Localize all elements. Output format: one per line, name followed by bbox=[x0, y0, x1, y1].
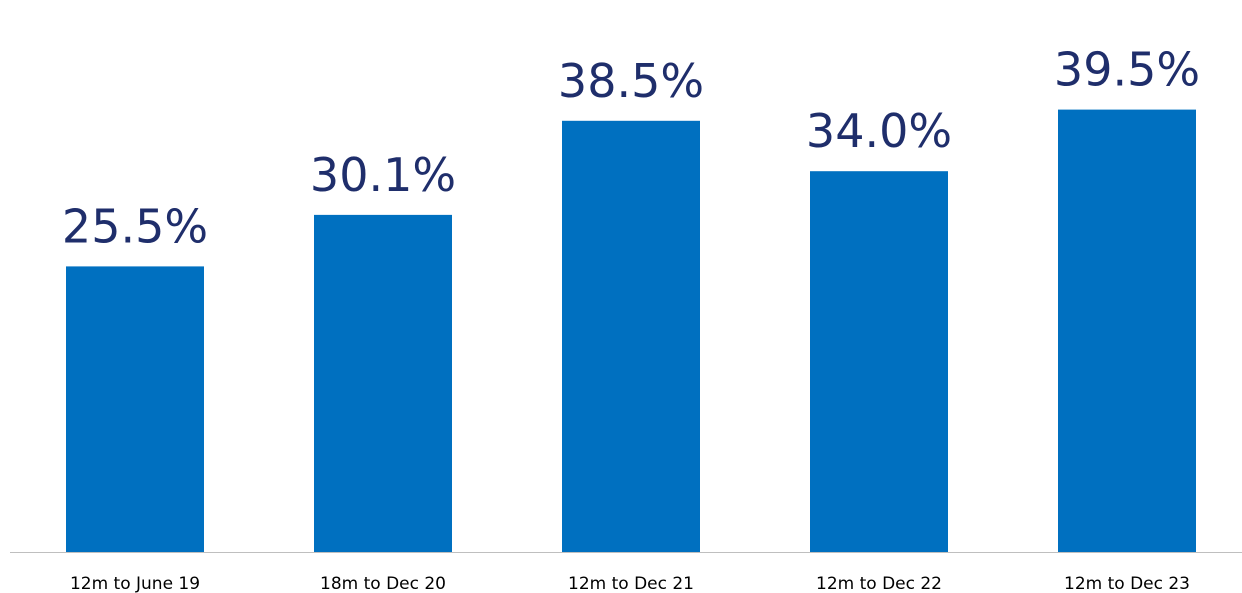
data-label: 38.5% bbox=[558, 54, 704, 108]
data-label: 25.5% bbox=[62, 199, 208, 253]
data-label: 30.1% bbox=[310, 148, 456, 202]
bar bbox=[1058, 109, 1196, 552]
bar bbox=[314, 214, 452, 552]
x-tick-label: 12m to Dec 23 bbox=[1064, 574, 1190, 593]
bar-series bbox=[66, 109, 1196, 553]
data-label: 39.5% bbox=[1054, 43, 1200, 97]
x-tick-label: 18m to Dec 20 bbox=[320, 574, 446, 593]
data-labels: 25.5% 30.1% 38.5% 34.0% 39.5% bbox=[62, 43, 1200, 254]
category-labels: 12m to June 19 18m to Dec 20 12m to Dec 21… bbox=[70, 574, 1190, 593]
x-tick-label: 12m to June 19 bbox=[70, 574, 200, 593]
bar bbox=[66, 266, 204, 552]
bar bbox=[562, 120, 700, 553]
x-tick-label: 12m to Dec 21 bbox=[568, 574, 694, 593]
data-label: 34.0% bbox=[806, 104, 952, 158]
x-tick-label: 12m to Dec 22 bbox=[816, 574, 942, 593]
bar bbox=[810, 171, 948, 552]
